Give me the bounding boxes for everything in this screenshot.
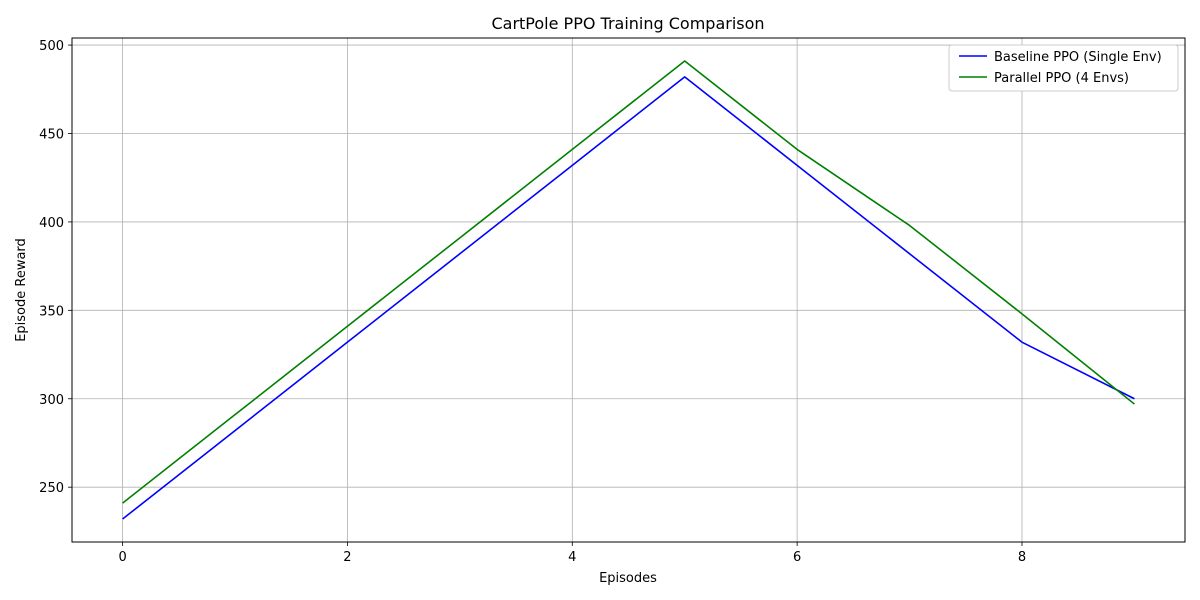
legend-box (948, 44, 1179, 92)
legend-label-parallel: Parallel PPO (4 Envs) (994, 71, 1129, 86)
y-tick-label: 450 (39, 127, 64, 142)
x-axis-label: Episodes (599, 571, 657, 586)
y-tick-label: 350 (39, 304, 64, 319)
x-tick-label: 6 (793, 550, 801, 565)
y-axis-label: Episode Reward (14, 238, 29, 342)
y-tick-label: 400 (39, 216, 64, 231)
series-group (122, 60, 1135, 520)
y-tick-label: 300 (39, 393, 64, 408)
legend: Baseline PPO (Single Env) Parallel PPO (… (948, 44, 1179, 92)
y-tick-label: 250 (39, 481, 64, 496)
x-tick-label: 2 (343, 550, 351, 565)
x-tick-label: 0 (118, 550, 126, 565)
series-line-0 (122, 76, 1135, 520)
ticks: 0 2 4 6 8 250 300 350 400 450 500 (39, 39, 1026, 565)
y-tick-label: 500 (39, 39, 64, 54)
x-tick-label: 4 (568, 550, 576, 565)
chart-title: CartPole PPO Training Comparison (491, 14, 764, 33)
legend-label-baseline: Baseline PPO (Single Env) (994, 50, 1162, 65)
plot-frame (71, 37, 1186, 543)
x-tick-label: 8 (1018, 550, 1026, 565)
series-line-1 (122, 60, 1135, 504)
